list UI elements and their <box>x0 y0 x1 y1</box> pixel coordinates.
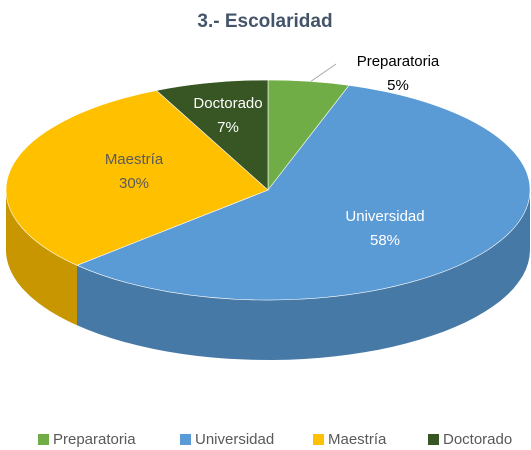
pie-slice <box>5 90 269 266</box>
legend-swatch <box>180 434 191 445</box>
legend-swatch <box>313 434 324 445</box>
data-label-name: Preparatoria <box>357 53 440 70</box>
data-label-value: 5% <box>387 77 409 94</box>
data-label-value: 30% <box>119 175 149 192</box>
data-label-value: 7% <box>217 119 239 136</box>
data-label-name: Doctorado <box>193 95 262 112</box>
data-label-name: Universidad <box>345 208 424 225</box>
legend-label: Doctorado <box>443 431 512 448</box>
legend-label: Universidad <box>195 431 274 448</box>
pie-side <box>77 190 530 360</box>
pie-slice <box>76 85 531 301</box>
pie-side <box>6 190 77 326</box>
legend-swatch <box>428 434 439 445</box>
chart-title: 3.- Escolaridad <box>197 11 332 32</box>
legend-label: Preparatoria <box>53 431 136 448</box>
legend-swatch <box>38 434 49 445</box>
legend-label: Maestría <box>328 431 387 448</box>
pie-slice <box>155 79 269 191</box>
leader-line <box>309 63 337 83</box>
data-label-value: 58% <box>370 232 400 249</box>
data-label-name: Maestría <box>105 151 164 168</box>
